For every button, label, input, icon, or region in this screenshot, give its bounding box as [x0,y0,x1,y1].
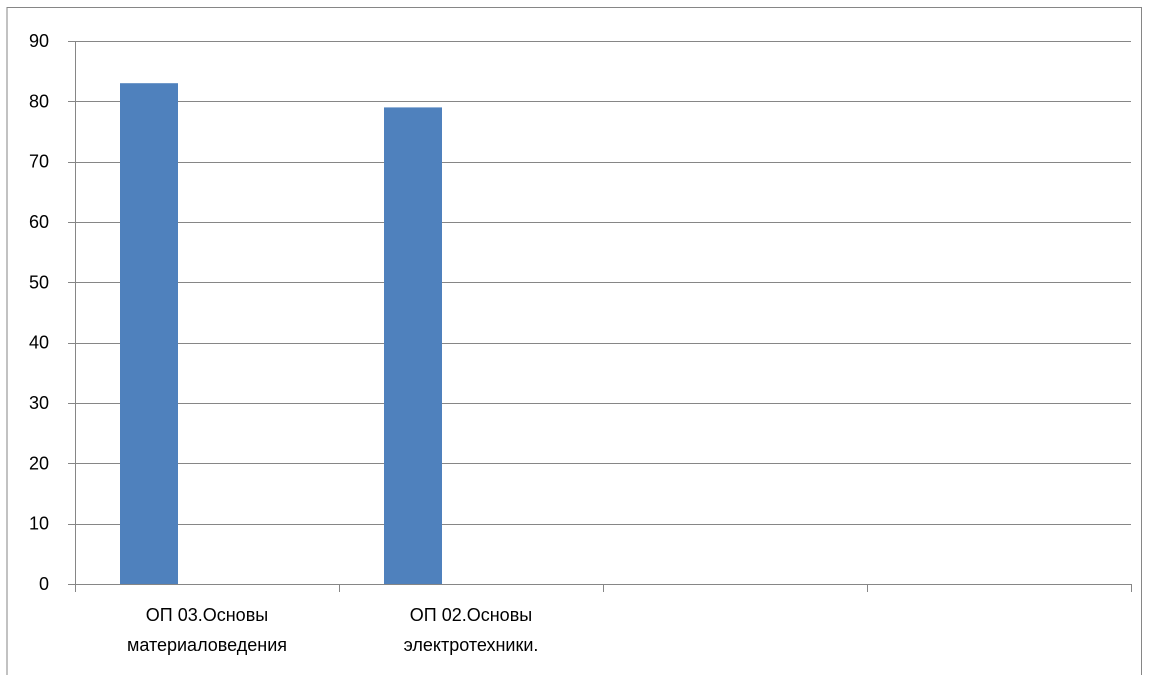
y-tick-label-40: 40 [29,333,49,353]
x-tick-label-0: ОП 03.Основы материаловедения [127,605,287,655]
y-tick-label-20: 20 [29,453,49,473]
y-tick-label-90: 90 [29,31,49,51]
y-tick-label-60: 60 [29,212,49,232]
bar-1 [384,107,442,585]
x-tick-label-1-line-0: ОП 02.Основы [410,605,532,625]
y-tick-label-70: 70 [29,152,49,172]
y-tick-label-50: 50 [29,272,49,292]
bar-0 [120,83,178,584]
y-tick-label-30: 30 [29,393,49,413]
chart-frame [6,7,1142,675]
y-tick-label-10: 10 [29,514,49,534]
y-tick-label-0: 0 [39,574,49,594]
x-tick-label-0-line-1: материаловедения [127,635,287,655]
x-tick-label-1-line-1: электротехники. [404,635,539,655]
x-tick-label-1: ОП 02.Основы электротехники. [404,605,539,655]
y-tick-label-80: 80 [29,91,49,111]
x-tick-label-0-line-0: ОП 03.Основы [146,605,268,625]
